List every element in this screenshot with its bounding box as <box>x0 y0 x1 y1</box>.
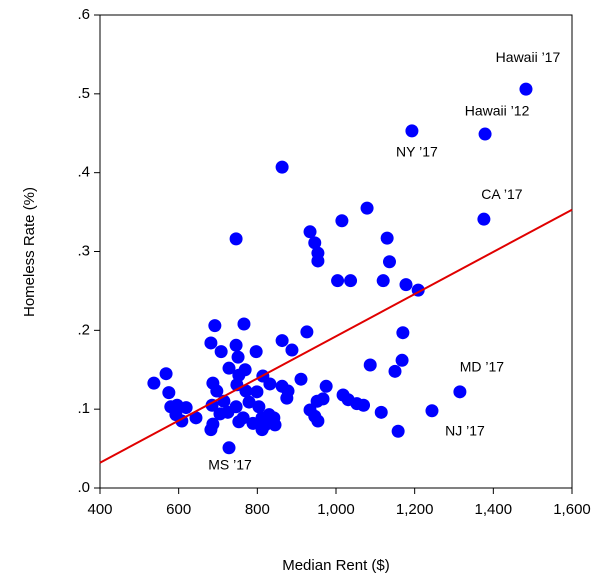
point <box>249 345 263 359</box>
point <box>250 385 264 399</box>
point <box>294 372 308 386</box>
point <box>246 416 260 430</box>
x-axis-label: Median Rent ($) <box>282 557 390 574</box>
point <box>159 367 173 381</box>
point <box>363 358 377 372</box>
y-tick-label: .6 <box>77 6 90 23</box>
point <box>275 334 289 348</box>
annotation: MS ’17 <box>208 456 252 472</box>
point <box>380 231 394 245</box>
point <box>263 377 277 391</box>
y-tick-label: .5 <box>77 85 90 102</box>
point <box>395 353 409 367</box>
point <box>374 405 388 419</box>
x-tick-label: 1,400 <box>475 501 513 518</box>
point <box>453 385 467 399</box>
y-tick-label: .1 <box>77 400 90 417</box>
point <box>237 317 251 331</box>
point <box>300 325 314 339</box>
point <box>268 418 282 432</box>
point <box>344 274 358 288</box>
point <box>308 236 322 250</box>
point <box>396 326 410 340</box>
point <box>382 255 396 269</box>
point <box>210 384 224 398</box>
y-axis-label: Homeless Rate (%) <box>21 187 38 317</box>
point <box>311 254 325 268</box>
point <box>319 379 333 393</box>
point <box>229 232 243 246</box>
x-tick-label: 1,200 <box>396 501 434 518</box>
point <box>258 418 272 432</box>
point <box>388 364 402 378</box>
point <box>214 345 228 359</box>
point <box>478 127 492 141</box>
x-tick-label: 800 <box>245 501 270 518</box>
point <box>405 124 419 138</box>
point <box>391 424 405 438</box>
point <box>252 400 266 414</box>
x-tick-label: 600 <box>166 501 191 518</box>
point <box>232 415 246 429</box>
point <box>360 201 374 215</box>
point <box>280 391 294 405</box>
point <box>204 336 218 350</box>
point <box>275 160 289 174</box>
y-tick-label: .3 <box>77 242 90 259</box>
x-tick-label: 1,000 <box>317 501 355 518</box>
point <box>303 225 317 239</box>
x-tick-label: 400 <box>87 501 112 518</box>
x-tick-label: 1,600 <box>553 501 591 518</box>
point <box>477 212 491 226</box>
point <box>231 350 245 364</box>
point <box>357 398 371 412</box>
annotation: Hawaii ’12 <box>465 103 530 119</box>
annotation: MD ’17 <box>460 359 505 375</box>
point <box>162 386 176 400</box>
point <box>425 404 439 418</box>
annotation: NJ ’17 <box>445 422 485 438</box>
annotation: Hawaii ’17 <box>496 49 561 65</box>
point <box>189 411 203 425</box>
point <box>376 274 390 288</box>
point <box>208 319 222 333</box>
point <box>222 441 236 455</box>
point <box>311 414 325 428</box>
y-tick-label: .4 <box>77 164 90 181</box>
point <box>519 82 533 96</box>
annotation: NY ’17 <box>396 144 438 160</box>
point <box>285 343 299 357</box>
y-tick-label: .0 <box>77 479 90 496</box>
point <box>213 407 227 421</box>
point <box>335 214 349 228</box>
point <box>204 423 218 437</box>
point <box>331 274 345 288</box>
fit-line <box>99 208 573 464</box>
point <box>229 338 243 352</box>
y-tick-label: .2 <box>77 321 90 338</box>
annotation: CA ’17 <box>481 186 522 202</box>
point <box>222 361 236 375</box>
point <box>147 376 161 390</box>
point <box>239 384 253 398</box>
point <box>399 278 413 292</box>
point <box>242 395 256 409</box>
point <box>179 401 193 415</box>
point <box>316 392 330 406</box>
